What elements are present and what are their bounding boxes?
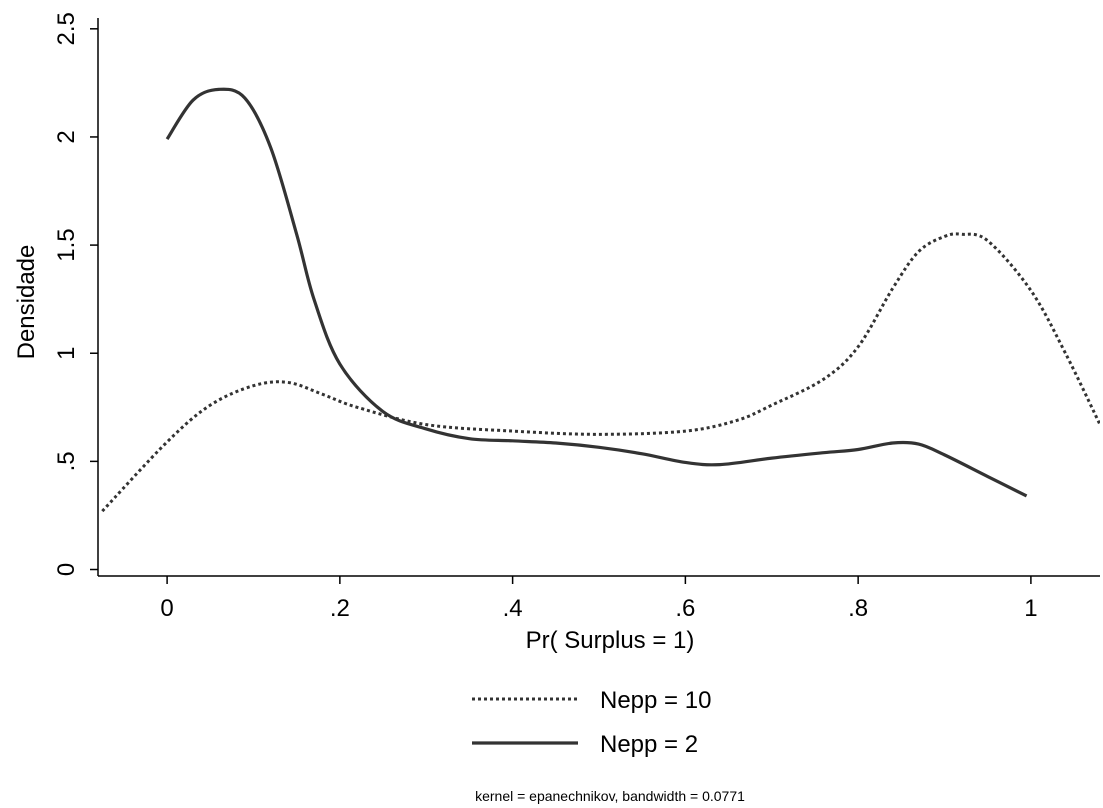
legend: Nepp = 10 Nepp = 2 — [472, 687, 711, 758]
x-axis: 0 .2 .4 .6 .8 1 — [98, 575, 1100, 622]
x-axis-title: Pr( Surplus = 1) — [526, 627, 695, 654]
series-line-nepp-10 — [101, 232, 1100, 513]
x-tick-label: 1 — [1024, 595, 1037, 622]
series-line-nepp-2 — [165, 87, 1028, 498]
x-tick-label: .8 — [848, 595, 868, 622]
legend-label-nepp-10: Nepp = 10 — [600, 687, 711, 714]
y-tick-label: 2 — [53, 130, 80, 143]
series-layer — [101, 87, 1100, 513]
x-tick-label: .6 — [675, 595, 695, 622]
x-tick-label: 0 — [160, 595, 173, 622]
y-tick-label: 0 — [53, 563, 80, 576]
x-tick-label: .2 — [330, 595, 350, 622]
legend-label-nepp-2: Nepp = 2 — [600, 731, 698, 758]
x-tick-label: .4 — [503, 595, 523, 622]
kernel-note: kernel = epanechnikov, bandwidth = 0.077… — [475, 788, 745, 804]
y-axis-title: Densidade — [13, 245, 40, 360]
y-tick-label: 2.5 — [53, 12, 80, 45]
y-tick-label: 1 — [53, 347, 80, 360]
y-tick-label: 1.5 — [53, 228, 80, 261]
y-tick-label: .5 — [53, 451, 80, 471]
y-axis: 0 .5 1 1.5 2 2.5 — [53, 12, 99, 576]
